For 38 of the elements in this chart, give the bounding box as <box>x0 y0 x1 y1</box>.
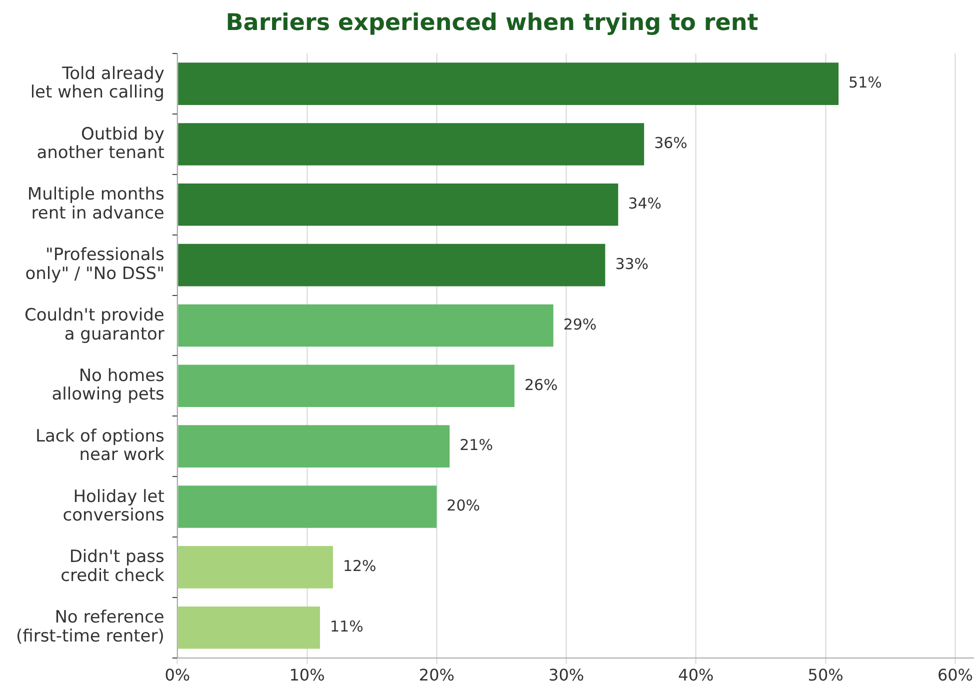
chart-title: Barriers experienced when trying to rent <box>226 10 758 36</box>
y-tick-label: Holiday let conversions <box>62 486 165 526</box>
data-label: 21% <box>460 436 493 454</box>
y-tick-label: Told already let when calling <box>30 64 164 103</box>
y-tick-label: No homes allowing pets <box>52 366 165 405</box>
bar <box>178 244 606 286</box>
bar <box>178 184 618 226</box>
x-tick-label: 0% <box>164 666 190 685</box>
y-tick-label: No reference (first-time renter) <box>16 608 164 646</box>
data-label: 20% <box>446 496 480 515</box>
bar <box>178 425 450 468</box>
y-tick-label: Multiple months rent in advance <box>27 184 165 224</box>
bar <box>178 304 554 347</box>
data-label: 33% <box>615 254 649 273</box>
data-label: 51% <box>848 74 882 92</box>
x-tick-label: 40% <box>678 666 714 685</box>
data-label: 26% <box>524 376 558 394</box>
data-label: 34% <box>628 194 662 213</box>
bar <box>178 546 333 588</box>
bar <box>178 606 320 649</box>
data-label: 36% <box>654 134 688 152</box>
bar <box>178 62 839 105</box>
y-tick-label: Couldn't provide a guarantor <box>24 306 164 344</box>
bar <box>178 364 514 408</box>
data-label: 11% <box>330 617 364 636</box>
y-tick-label: Didn't pass credit check <box>60 547 165 586</box>
data-label: 12% <box>342 557 376 576</box>
x-tick-label: 30% <box>548 666 584 685</box>
data-label: 29% <box>563 315 597 334</box>
y-tick-label: "Professionals only" / "No DSS" <box>25 245 165 284</box>
y-tick-label: Outbid by another tenant <box>36 124 165 163</box>
y-tick-label: Lack of options near work <box>36 426 165 466</box>
x-tick-label: 50% <box>808 666 844 685</box>
x-tick-label: 10% <box>289 666 325 685</box>
x-tick-label: 60% <box>937 666 973 685</box>
bar <box>178 486 437 528</box>
x-tick-label: 20% <box>418 666 454 685</box>
bar <box>178 123 644 166</box>
